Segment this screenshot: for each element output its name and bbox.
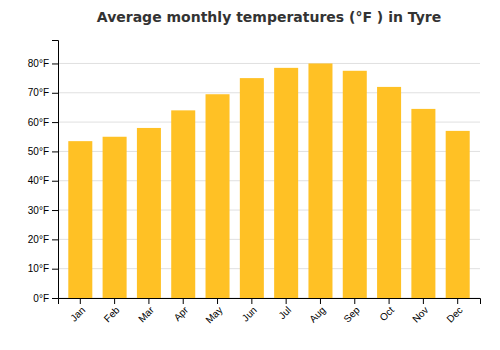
y-tick: 30°F [28,205,58,216]
x-tick: Feb [102,298,122,324]
bar [274,68,298,298]
x-tick: Apr [172,298,191,323]
tick-mark [183,298,184,304]
tick-label: 60°F [28,117,49,128]
bar [308,63,332,298]
title: Average monthly temperatures (°F ) in Ty… [97,9,441,25]
tick-label: Sep [341,304,362,325]
y-tick: 70°F [28,87,58,98]
x-tick: Jul [276,298,293,321]
y-tick: 20°F [28,234,58,245]
plot: 0°F 10°F 20°F 30°F 40°F 50°F 60°F 70°F 80°F Jan Fe… [28,41,481,326]
bar [68,141,92,298]
axis-line [59,299,481,305]
tick-mark [80,298,81,304]
tick-mark [52,181,58,182]
y-tick: 60°F [28,117,58,128]
grid-line [58,92,480,93]
tick-mark [148,298,149,304]
tick-label: 50°F [28,146,49,157]
tick-mark [52,93,58,94]
bar [446,131,470,298]
grid-line [58,63,480,64]
axis-line [52,41,59,299]
tick-mark [52,239,58,240]
chart: 0°F 10°F 20°F 30°F 40°F 50°F 60°F 70°F 80°F Jan Fe… [0,0,500,350]
bar [206,94,230,298]
tick-label: 30°F [28,205,49,216]
tick-label: 20°F [28,234,49,245]
tick-mark [52,298,58,299]
tick-mark [286,298,287,304]
y-tick: 40°F [28,175,58,186]
tick-label: Jan [68,304,87,323]
tick-mark [52,63,58,64]
bar [343,71,367,298]
tick-label: May [203,304,224,325]
tick-label: Dec [444,304,464,324]
y-tick: 50°F [28,146,58,157]
y-tick: 80°F [28,58,58,69]
tick-label: 80°F [28,58,49,69]
tick-mark [52,122,58,123]
x-tick: Oct [377,298,396,323]
tick-mark [423,298,424,304]
bar [103,137,127,298]
tick-label: Apr [172,304,191,323]
x-tick: Dec [444,298,464,325]
tick-mark [354,298,355,304]
bars [68,63,469,298]
x-tick: Jan [68,298,87,324]
bar [171,110,195,298]
tick-label: 40°F [28,175,49,186]
tick-label: Feb [102,304,122,324]
x-tick: Aug [307,298,327,325]
x-tick: Jun [240,298,259,324]
tick-mark [52,210,58,211]
x-tick: Mar [136,298,156,324]
tick-mark [52,269,58,270]
tick-mark [114,298,115,304]
tick-label: Oct [377,304,396,323]
tick-label: Jul [276,304,293,321]
bar [411,109,435,298]
tick-mark [457,298,458,304]
x-tick: May [203,298,224,326]
x-axis: Jan Feb Mar Apr May Jun Jul Aug Sep Oct Nov Dec [59,298,481,326]
tick-mark [320,298,321,304]
x-tick: Sep [341,298,362,325]
bar [377,87,401,298]
tick-label: 10°F [28,263,49,274]
tick-mark [52,151,58,152]
tick-label: Mar [136,304,156,324]
tick-label: Jun [240,304,259,323]
grid [58,63,480,298]
tick-label: 70°F [28,87,49,98]
bar [240,78,264,298]
y-tick: 0°F [33,293,58,304]
x-tick: Nov [410,298,430,325]
tick-mark [251,298,252,304]
tick-mark [389,298,390,304]
tick-label: Nov [410,304,430,324]
bar [137,128,161,298]
y-tick: 10°F [28,263,58,274]
tick-label: 0°F [33,293,49,304]
tick-mark [217,298,218,304]
y-axis: 0°F 10°F 20°F 30°F 40°F 50°F 60°F 70°F 80°F [28,41,59,304]
tick-label: Aug [307,304,327,324]
